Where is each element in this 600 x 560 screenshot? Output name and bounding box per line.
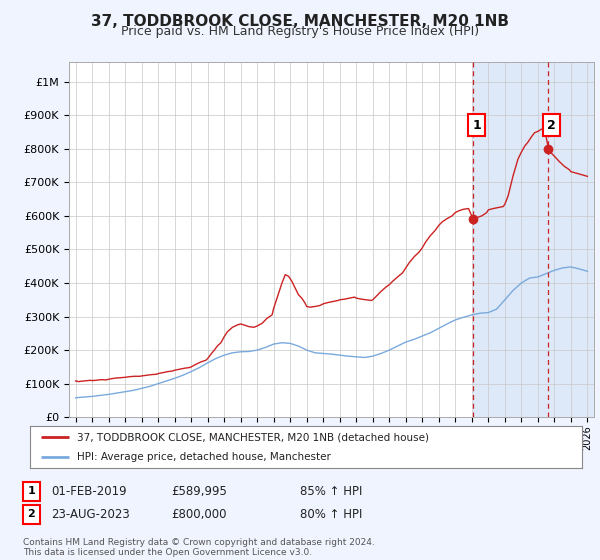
Text: 85% ↑ HPI: 85% ↑ HPI	[300, 484, 362, 498]
Text: 2: 2	[28, 509, 35, 519]
Text: 37, TODDBROOK CLOSE, MANCHESTER, M20 1NB: 37, TODDBROOK CLOSE, MANCHESTER, M20 1NB	[91, 14, 509, 29]
Text: £589,995: £589,995	[171, 484, 227, 498]
Text: Contains HM Land Registry data © Crown copyright and database right 2024.
This d: Contains HM Land Registry data © Crown c…	[23, 538, 374, 557]
Text: 2: 2	[547, 119, 556, 132]
Text: HPI: Average price, detached house, Manchester: HPI: Average price, detached house, Manc…	[77, 452, 331, 462]
Bar	[473, 62, 594, 417]
Text: £800,000: £800,000	[171, 507, 227, 521]
Text: 80% ↑ HPI: 80% ↑ HPI	[300, 507, 362, 521]
Text: Price paid vs. HM Land Registry's House Price Index (HPI): Price paid vs. HM Land Registry's House …	[121, 25, 479, 38]
Text: 1: 1	[28, 486, 35, 496]
Text: 1: 1	[472, 119, 481, 132]
Text: 37, TODDBROOK CLOSE, MANCHESTER, M20 1NB (detached house): 37, TODDBROOK CLOSE, MANCHESTER, M20 1NB…	[77, 432, 429, 442]
Text: 01-FEB-2019: 01-FEB-2019	[51, 484, 127, 498]
Text: 23-AUG-2023: 23-AUG-2023	[51, 507, 130, 521]
